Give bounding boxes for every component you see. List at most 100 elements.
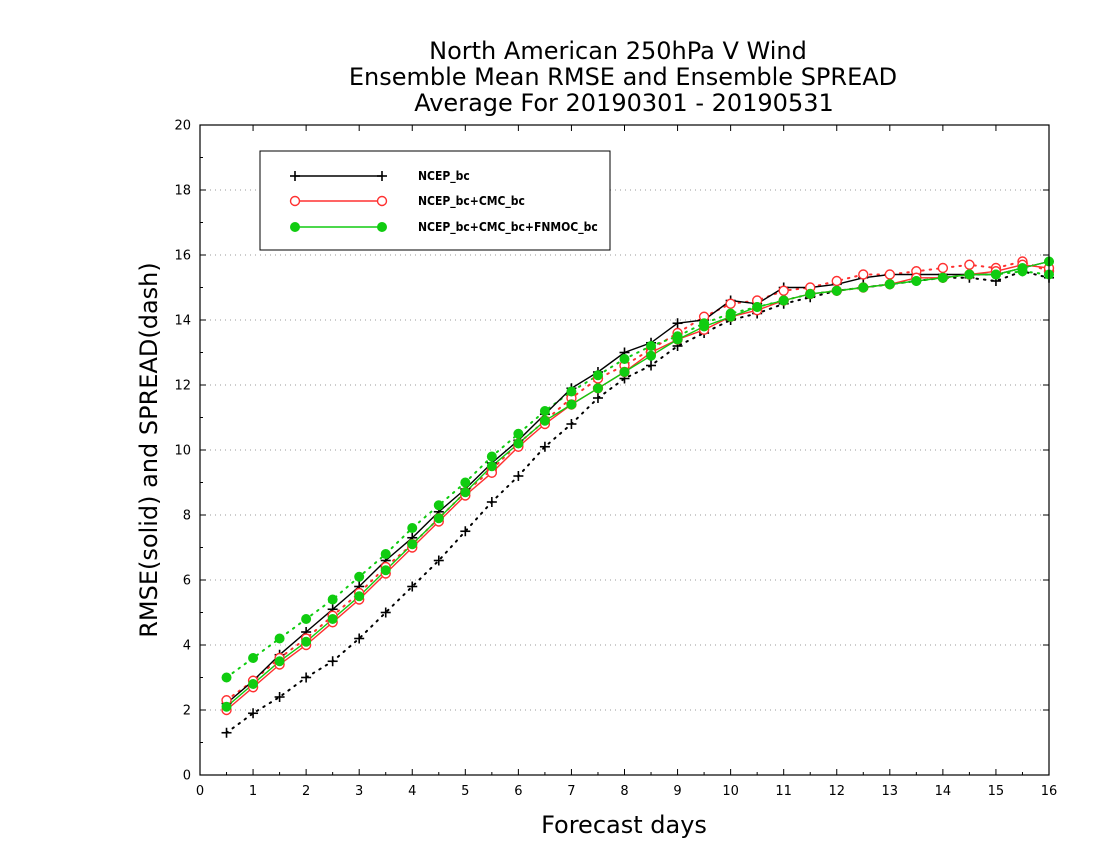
chart-title: North American 250hPa V Wind Ensemble Me…	[349, 37, 897, 117]
series-2-rmse-point	[248, 679, 259, 689]
legend-marker-2	[377, 222, 387, 232]
series-0-spread-point	[486, 497, 497, 507]
series-1-spread-point	[778, 285, 789, 296]
x-tick-label: 5	[461, 784, 469, 799]
x-tick-label: 7	[567, 784, 575, 799]
series-2-rmse-point	[619, 367, 630, 377]
series-2-rmse-point	[699, 321, 710, 332]
series-1-spread-point	[884, 269, 896, 280]
x-tick-label: 6	[514, 784, 522, 799]
series-2-rmse-line	[226, 260, 1050, 708]
legend: NCEP_bc NCEP_bc+CMC_bc NCEP_bc+CMC_bc+FNMO…	[259, 150, 611, 251]
series-2-rmse-point	[433, 513, 444, 524]
series-2-rmse-point	[327, 614, 338, 624]
x-tick-label: 11	[775, 784, 792, 799]
series-2-rmse-point	[380, 565, 391, 576]
y-tick-label: 6	[183, 574, 191, 589]
series-2-rmse-point	[646, 350, 657, 361]
series-0-spread-point	[327, 656, 338, 667]
series-2-rmse-point	[964, 269, 975, 280]
series-2-spread-point	[327, 594, 338, 605]
x-tick-label: 13	[882, 784, 899, 799]
series-2-spread-point	[486, 451, 497, 462]
series-2-spread-point	[646, 341, 657, 351]
series-2-rmse-point	[221, 701, 232, 712]
series-2-rmse-point	[725, 311, 736, 322]
y-tick-label: 8	[183, 509, 191, 524]
legend-marker-1	[376, 195, 388, 207]
series-1-spread-point	[937, 262, 949, 274]
series-2-rmse-point	[858, 282, 869, 293]
series-0-spread-point	[380, 607, 391, 618]
x-tick-label: 16	[1041, 784, 1058, 799]
series-2-rmse-point	[407, 539, 418, 550]
legend-label-0: NCEP_bc	[418, 169, 470, 184]
series-2-spread-line	[225, 270, 1050, 679]
series-2-spread-point	[221, 672, 232, 683]
series-2-rmse-point	[911, 276, 922, 286]
y-axis: 0 2 4 6 8 10 12 14 16 18 20	[174, 119, 1049, 784]
series-2-rmse-point	[831, 285, 842, 296]
grid	[200, 189, 1049, 711]
series-0-spread-point	[354, 633, 365, 644]
series-0-spread-point	[301, 672, 312, 683]
series-2-rmse-point	[592, 383, 603, 394]
title-line-2: Ensemble Mean RMSE and Ensemble SPREAD	[349, 63, 897, 91]
legend-marker-1	[289, 195, 301, 207]
series-0-spread-point	[460, 526, 471, 537]
y-tick-label: 14	[174, 314, 191, 329]
series-0-spread-point	[407, 581, 418, 592]
series-0-spread-line	[225, 270, 1050, 734]
series-2-rmse-point	[778, 295, 789, 306]
series-1-spread-point	[858, 269, 869, 280]
series-0-rmse-point	[672, 318, 683, 329]
series-1-spread-point	[964, 259, 975, 270]
y-tick-label: 10	[174, 444, 191, 459]
series-2-rmse-point	[274, 656, 285, 667]
plot-series	[221, 256, 1055, 738]
series-2-rmse-point	[486, 461, 497, 472]
series-2-spread-point	[301, 614, 312, 624]
series-2-spread-point	[380, 549, 391, 559]
series-2-rmse-point	[884, 279, 895, 290]
series-2-rmse-point	[460, 487, 471, 498]
x-tick-label: 12	[828, 784, 845, 799]
series-2-spread-point	[460, 477, 471, 488]
series-2-spread-point	[592, 370, 603, 381]
series-2-rmse-point	[990, 269, 1001, 280]
series-2-spread-point	[248, 653, 259, 663]
y-tick-label: 20	[174, 119, 191, 134]
x-tick-label: 2	[302, 784, 310, 799]
series-0-spread-point	[513, 471, 524, 481]
x-tick-label: 9	[673, 784, 681, 799]
series-2-rmse-point	[937, 272, 948, 283]
x-tick-label: 0	[196, 784, 204, 799]
legend-marker-0	[290, 171, 300, 181]
y-tick-label: 2	[183, 704, 191, 719]
legend-marker-2	[290, 222, 300, 232]
series-1-spread-line	[225, 260, 1050, 702]
x-tick-label: 4	[408, 784, 416, 799]
series-0-spread-point	[566, 419, 577, 429]
series-0-spread-point	[646, 360, 657, 371]
series-1-rmse-line	[226, 264, 1050, 711]
series-2-rmse-point	[672, 334, 683, 345]
series-2-rmse-point	[301, 636, 312, 647]
series-0-spread-point	[592, 393, 603, 403]
series-2-rmse-point	[805, 289, 816, 299]
series-2-rmse-point	[354, 591, 365, 602]
series-2-spread-point	[539, 406, 550, 416]
x-axis-title: Forecast days	[541, 811, 707, 839]
y-tick-label: 0	[183, 769, 191, 784]
series-1-spread-point	[725, 298, 736, 309]
x-tick-label: 10	[722, 784, 739, 799]
series-0-spread-point	[433, 555, 444, 566]
series-1-spread-point	[831, 275, 842, 287]
series-2-spread-point	[566, 386, 577, 397]
y-axis-title: RMSE(solid) and SPREAD(dash)	[135, 262, 163, 638]
series-2-spread-point	[433, 500, 444, 511]
series-0-spread-point	[539, 441, 550, 452]
series-2-spread-point	[274, 633, 285, 644]
x-tick-label: 8	[620, 784, 628, 799]
